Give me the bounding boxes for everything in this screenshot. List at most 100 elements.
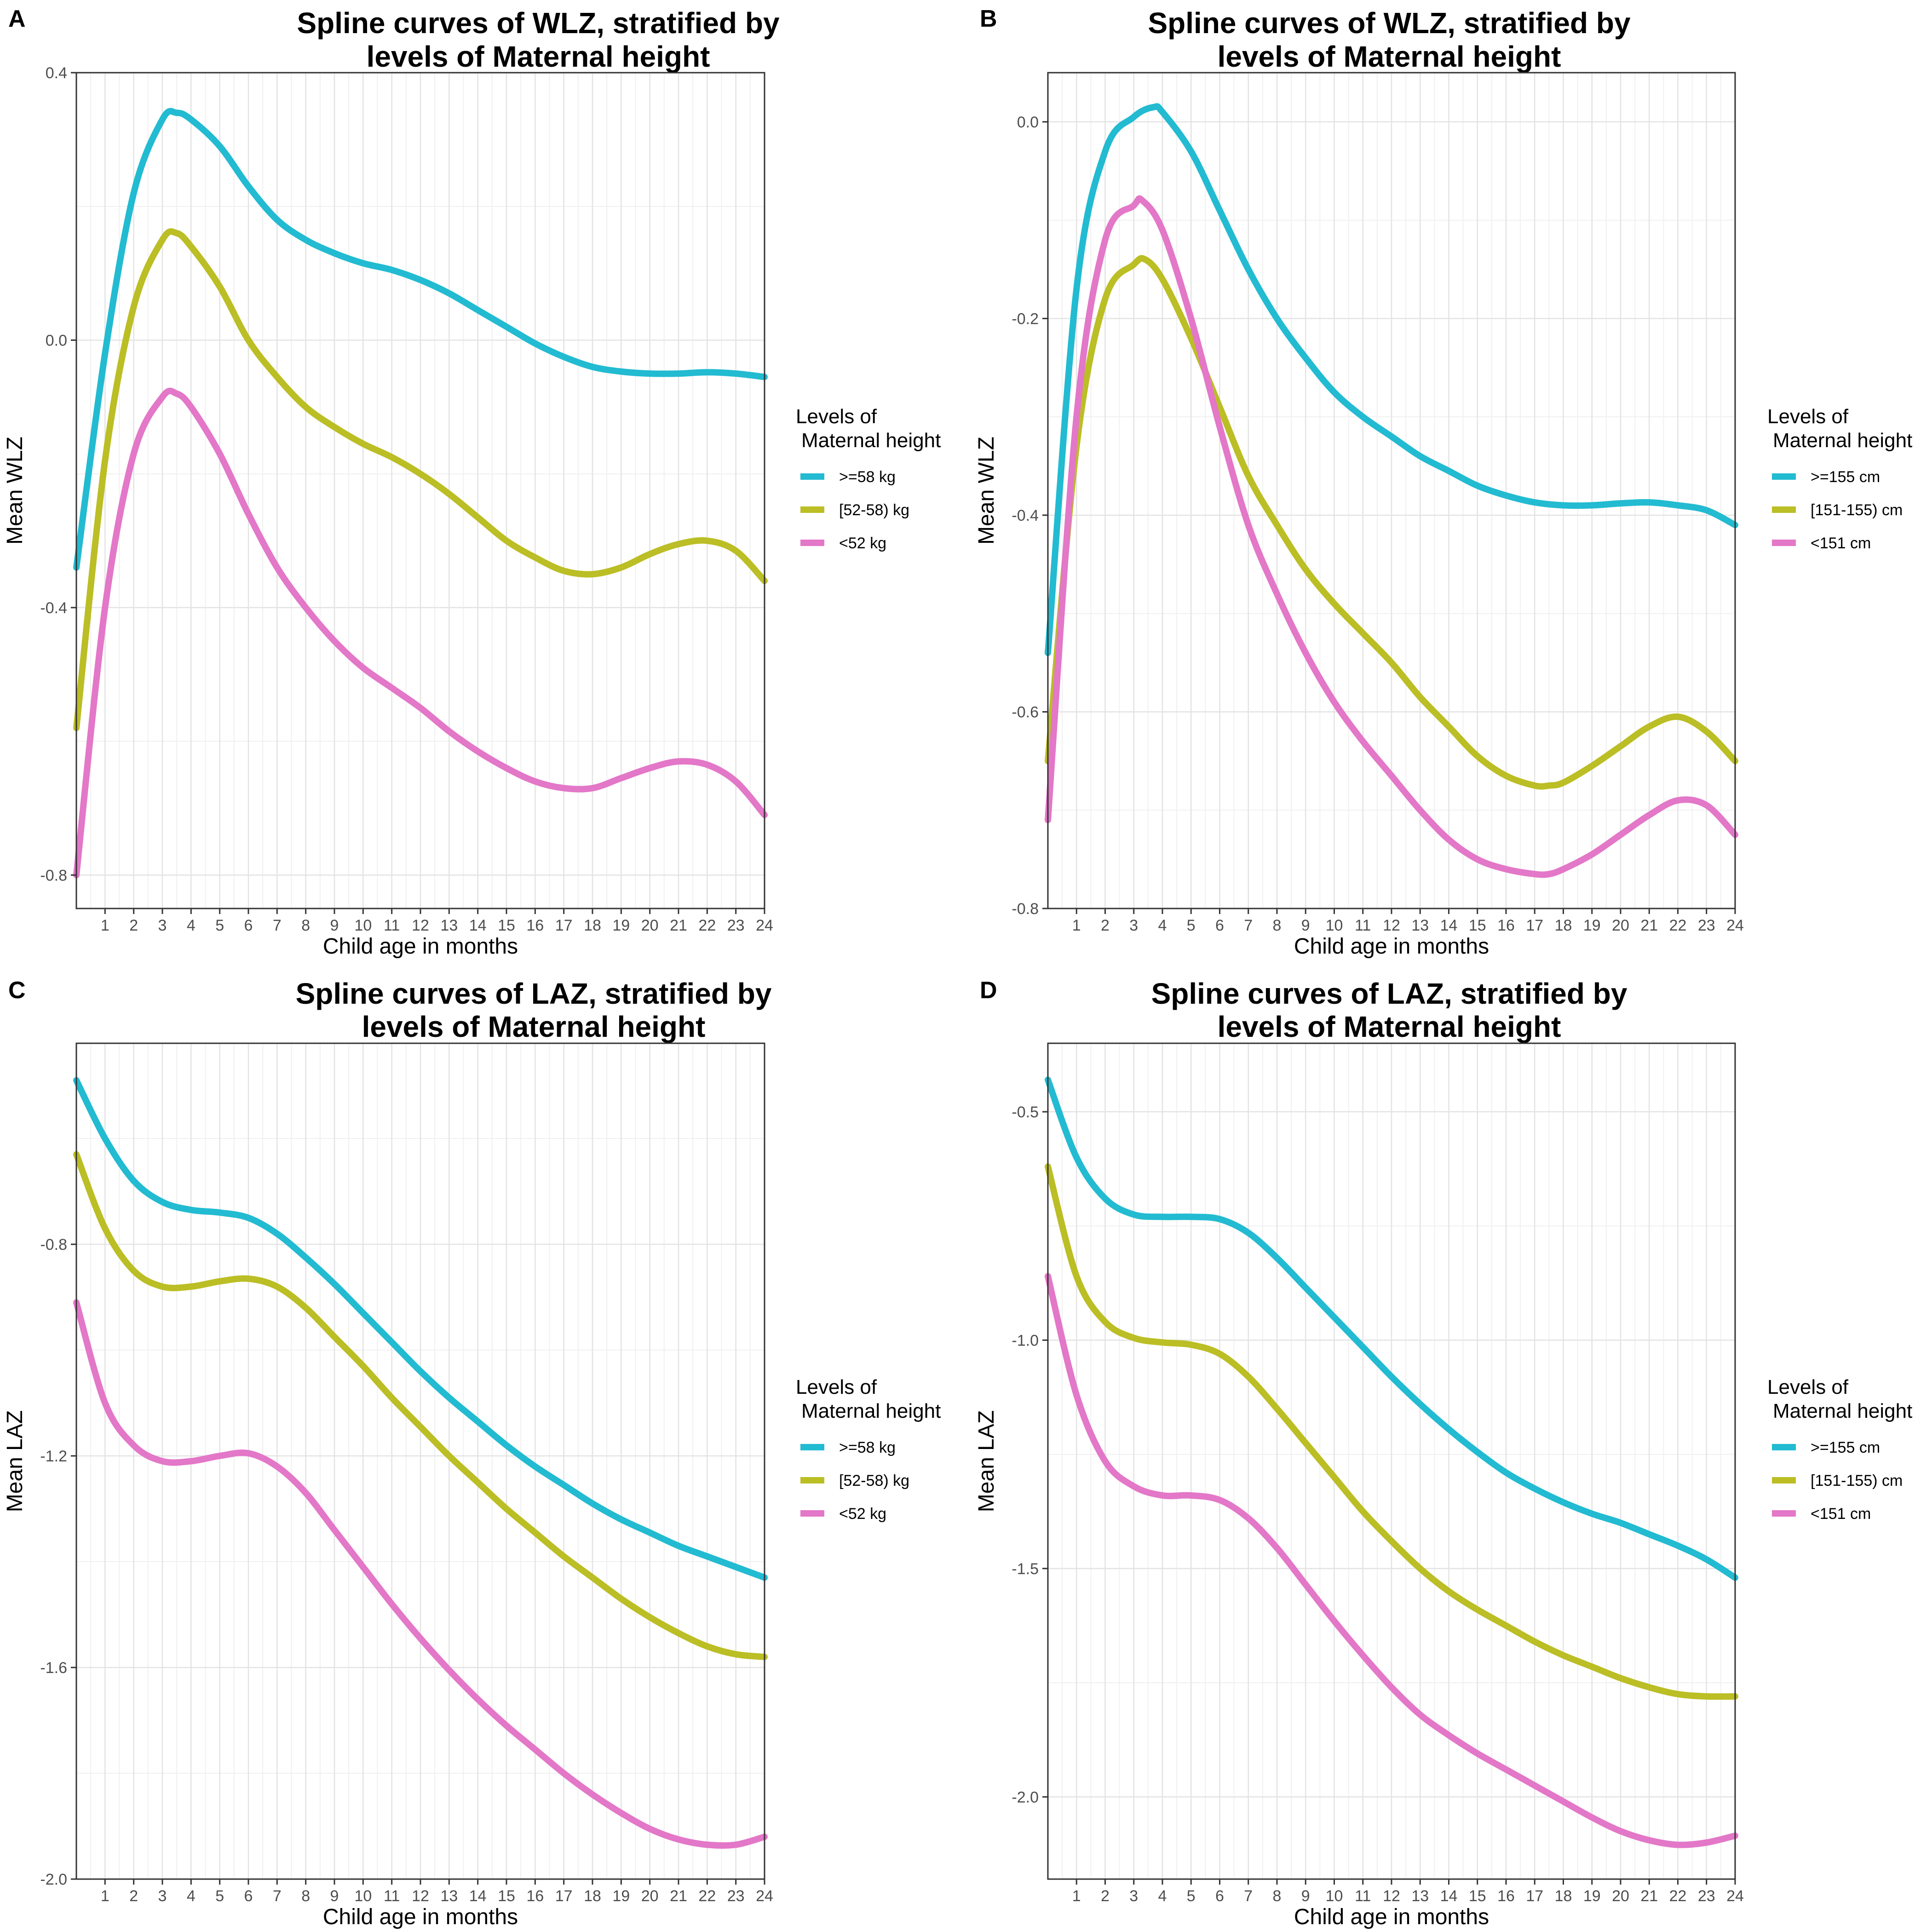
chart-title-line: levels of Maternal height xyxy=(1218,1010,1561,1043)
x-tick-label: 15 xyxy=(498,1887,515,1905)
y-tick-label: -0.4 xyxy=(1012,507,1039,524)
legend-label: >=58 kg xyxy=(839,468,896,486)
y-tick-label: -0.6 xyxy=(1012,703,1039,721)
chart-title-line: Spline curves of LAZ, stratified by xyxy=(1151,977,1627,1010)
x-tick-label: 7 xyxy=(273,917,282,934)
legend-title-line: Maternal height xyxy=(801,1400,941,1422)
series-line xyxy=(73,228,768,731)
y-tick-label: -0.4 xyxy=(40,599,67,617)
x-tick-label: 17 xyxy=(555,1887,573,1905)
x-tick-label: 19 xyxy=(1583,1887,1601,1905)
x-tick-label: 9 xyxy=(1301,1887,1310,1905)
x-tick-label: 20 xyxy=(641,1887,659,1905)
y-tick-label: -0.2 xyxy=(1012,310,1039,328)
x-axis-label: Child age in months xyxy=(323,934,518,959)
x-tick-label: 4 xyxy=(187,1887,196,1905)
x-axis-label: Child age in months xyxy=(323,1905,518,1929)
series-line xyxy=(1045,1163,1738,1700)
x-tick-label: 22 xyxy=(698,1887,716,1905)
legend-label: >=155 cm xyxy=(1811,1439,1880,1456)
x-tick-label: 17 xyxy=(1526,1887,1543,1905)
x-tick-label: 18 xyxy=(1555,1887,1572,1905)
legend-label: [52-58) kg xyxy=(839,1472,909,1489)
y-tick-label: -1.2 xyxy=(40,1448,67,1465)
x-tick-label: 8 xyxy=(301,917,310,934)
y-tick-label: -1.5 xyxy=(1012,1560,1039,1578)
y-tick-label: -0.5 xyxy=(1012,1104,1039,1121)
x-tick-label: 12 xyxy=(412,917,429,934)
x-tick-label: 1 xyxy=(1072,1887,1081,1905)
legend-title-line: Maternal height xyxy=(801,429,941,452)
x-tick-label: 8 xyxy=(301,1887,310,1905)
x-tick-label: 6 xyxy=(1215,1887,1224,1905)
x-tick-label: 9 xyxy=(330,917,339,934)
x-tick-label: 16 xyxy=(526,1887,544,1905)
x-tick-label: 14 xyxy=(469,1887,487,1905)
x-tick-label: 5 xyxy=(215,1887,224,1905)
legend-label: >=58 kg xyxy=(839,1439,896,1456)
y-tick-label: 0.4 xyxy=(46,64,67,82)
legend-title-line: Maternal height xyxy=(1773,429,1912,452)
x-tick-label: 5 xyxy=(215,917,224,934)
x-tick-label: 22 xyxy=(698,917,716,934)
legend-title-line: Levels of xyxy=(796,405,877,428)
y-tick-label: 0.0 xyxy=(1017,114,1039,131)
x-tick-label: 7 xyxy=(273,1887,282,1905)
y-tick-label: -0.8 xyxy=(40,867,67,884)
y-axis-label: Mean LAZ xyxy=(974,1410,999,1512)
chart-title-line: levels of Maternal height xyxy=(367,40,710,73)
series-line xyxy=(1045,195,1738,878)
x-tick-label: 16 xyxy=(1497,917,1515,934)
x-tick-label: 3 xyxy=(1129,917,1138,934)
y-tick-label: -0.8 xyxy=(1012,900,1039,918)
x-tick-label: 9 xyxy=(330,1887,339,1905)
legend-label: >=155 cm xyxy=(1811,468,1880,486)
x-tick-label: 16 xyxy=(1497,1887,1515,1905)
x-tick-label: 14 xyxy=(1440,917,1458,934)
legend-label: [151-155) cm xyxy=(1811,1472,1903,1489)
legend-title-line: Maternal height xyxy=(1773,1400,1912,1422)
x-tick-label: 21 xyxy=(1640,1887,1658,1905)
y-tick-label: 0.0 xyxy=(46,332,67,349)
x-tick-label: 23 xyxy=(727,917,745,934)
series-line xyxy=(1045,1076,1738,1581)
x-tick-label: 13 xyxy=(1411,1887,1429,1905)
x-tick-label: 24 xyxy=(756,917,773,934)
x-tick-label: 16 xyxy=(526,917,544,934)
x-tick-label: 20 xyxy=(641,917,659,934)
series-line xyxy=(1045,103,1738,656)
x-tick-label: 15 xyxy=(498,917,515,934)
x-tick-label: 15 xyxy=(1469,1887,1486,1905)
x-tick-label: 2 xyxy=(129,1887,138,1905)
x-tick-label: 2 xyxy=(1101,1887,1110,1905)
chart-title-line: Spline curves of WLZ, stratified by xyxy=(297,6,779,40)
legend-label: <52 kg xyxy=(839,1505,886,1523)
x-tick-label: 13 xyxy=(1411,917,1429,934)
x-tick-label: 8 xyxy=(1273,917,1282,934)
x-tick-label: 14 xyxy=(469,917,487,934)
x-tick-label: 10 xyxy=(1326,1887,1343,1905)
x-tick-label: 3 xyxy=(158,1887,167,1905)
legend-label: <151 cm xyxy=(1811,1505,1871,1523)
x-tick-label: 11 xyxy=(1355,917,1371,934)
chart-title-line: Spline curves of LAZ, stratified by xyxy=(296,977,772,1010)
panel-tag: D xyxy=(980,977,997,1004)
x-tick-label: 19 xyxy=(612,1887,630,1905)
legend-label: <151 cm xyxy=(1811,535,1871,552)
x-tick-label: 12 xyxy=(412,1887,429,1905)
series-line xyxy=(73,1077,768,1581)
x-axis-label: Child age in months xyxy=(1294,934,1489,959)
x-tick-label: 18 xyxy=(584,917,601,934)
series-line xyxy=(1045,255,1738,790)
x-tick-label: 4 xyxy=(1158,917,1167,934)
panel-d: D Spline curves of LAZ, stratified byleve… xyxy=(974,977,1912,1929)
legend-title-line: Levels of xyxy=(1767,405,1849,428)
x-tick-label: 17 xyxy=(1526,917,1543,934)
x-tick-label: 7 xyxy=(1244,1887,1253,1905)
x-tick-label: 18 xyxy=(584,1887,601,1905)
y-tick-label: -2.0 xyxy=(1012,1788,1039,1806)
chart-title-line: Spline curves of WLZ, stratified by xyxy=(1148,6,1630,40)
